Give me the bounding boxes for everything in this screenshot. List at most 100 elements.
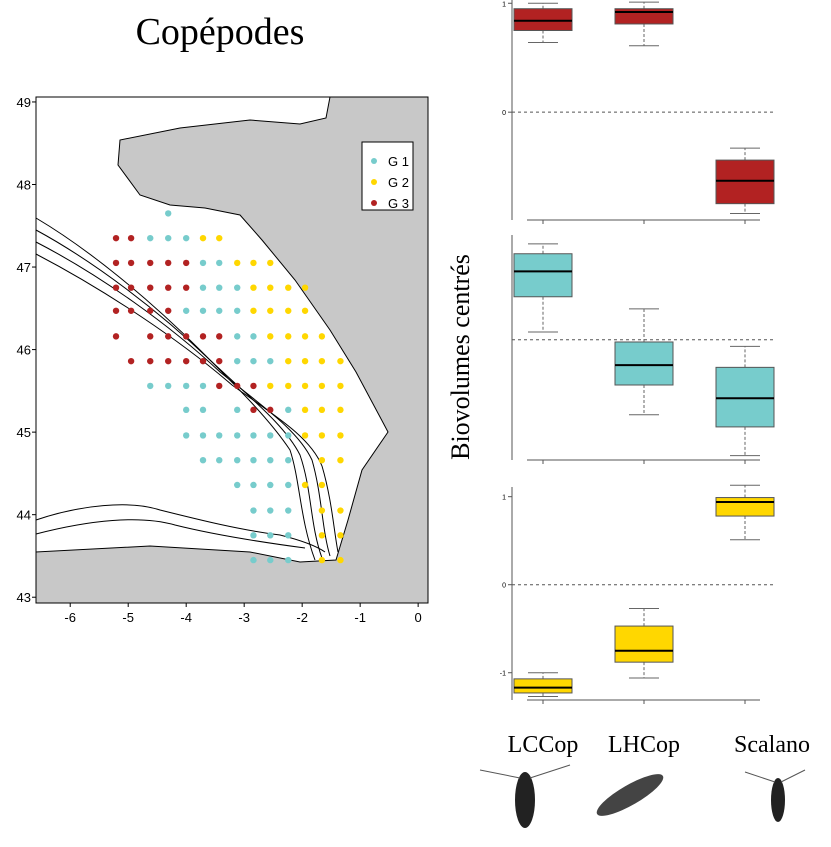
station-point (318, 357, 326, 365)
station-point (250, 556, 257, 564)
station-point (250, 532, 257, 539)
station-point (250, 259, 257, 267)
station-point (147, 333, 154, 340)
station-point (199, 357, 207, 365)
station-point (285, 481, 292, 489)
station-point (267, 284, 274, 291)
station-point (250, 456, 257, 464)
station-point (199, 382, 207, 390)
station-point (182, 259, 190, 267)
y-tick-label: 43 (17, 590, 31, 605)
station-point (199, 259, 207, 267)
station-point (182, 234, 190, 242)
station-point (127, 357, 135, 365)
station-point (147, 259, 154, 267)
station-point (165, 284, 172, 291)
station-point (182, 432, 190, 439)
station-point (165, 333, 172, 340)
station-point (216, 284, 223, 291)
station-point (267, 556, 274, 564)
station-point (216, 307, 223, 314)
station-point (301, 357, 309, 365)
station-point (318, 333, 326, 340)
station-point (234, 406, 241, 414)
sea (35, 96, 389, 563)
box (715, 366, 775, 428)
station-point (182, 307, 190, 314)
station-point (112, 284, 120, 291)
station-point (234, 307, 241, 314)
station-point (234, 357, 241, 365)
station-point (165, 382, 172, 390)
legend-label: G 1 (388, 154, 409, 169)
station-point (234, 456, 241, 464)
y-tick-label: 0 (502, 110, 506, 117)
station-point (285, 333, 292, 340)
station-point (250, 284, 257, 291)
y-tick-label: 49 (17, 95, 31, 110)
station-point (250, 333, 257, 340)
y-tick-label: 0 (502, 583, 506, 590)
station-point (285, 382, 292, 390)
chart-title: Copépodes (136, 11, 305, 53)
station-point (318, 432, 326, 439)
station-point (318, 556, 326, 564)
y-tick-label: 47 (17, 260, 31, 275)
station-point (267, 532, 274, 539)
box (513, 678, 573, 694)
station-point (318, 456, 326, 464)
station-point (112, 234, 120, 242)
station-point (199, 333, 207, 340)
station-point (147, 357, 154, 365)
station-point (182, 382, 190, 390)
station-point (199, 284, 207, 291)
station-point (285, 307, 292, 314)
station-point (165, 357, 172, 365)
station-point (250, 406, 257, 414)
station-point (127, 259, 135, 267)
box (614, 341, 674, 386)
station-point (267, 456, 274, 464)
station-point (182, 333, 190, 340)
station-point (267, 357, 274, 365)
x-tick-label: -2 (296, 610, 308, 625)
station-point (250, 507, 257, 514)
station-point (127, 307, 135, 314)
station-point (318, 406, 326, 414)
station-point (267, 432, 274, 439)
station-point (199, 234, 207, 242)
y-tick-label: -1 (500, 671, 506, 678)
station-point (318, 532, 326, 539)
station-point (234, 333, 241, 340)
station-point (147, 284, 154, 291)
station-point (216, 456, 223, 464)
station-point (250, 481, 257, 489)
station-point (337, 507, 344, 514)
station-point (285, 507, 292, 514)
station-point (250, 382, 257, 390)
station-point (127, 284, 135, 291)
station-point (182, 284, 190, 291)
isobaths (35, 217, 339, 561)
x-tick-label: -4 (180, 610, 192, 625)
station-point (250, 357, 257, 365)
station-point (337, 357, 344, 365)
y-axis-label: Biovolumes centrés (446, 254, 475, 460)
station-point (318, 382, 326, 390)
station-point (216, 234, 223, 242)
legend-box (361, 141, 414, 211)
station-point (267, 307, 274, 314)
station-point (112, 333, 120, 340)
station-point (301, 481, 309, 489)
station-point (147, 382, 154, 390)
station-point (216, 357, 223, 365)
station-point (199, 432, 207, 439)
station-point (165, 307, 172, 314)
y-tick-label: 48 (17, 177, 31, 192)
station-point (112, 307, 120, 314)
station-point (267, 259, 274, 267)
station-point (234, 284, 241, 291)
station-point (337, 432, 344, 439)
station-point (250, 307, 257, 314)
